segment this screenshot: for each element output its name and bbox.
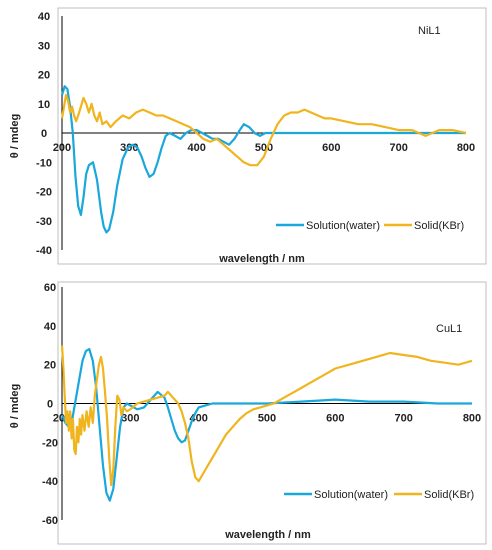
y-tick-label: -10: [36, 157, 52, 169]
y-tick-label: 40: [44, 321, 56, 333]
x-tick-label: 600: [322, 142, 340, 154]
y-tick-labels: 40 30 20 10 0 -10 -20 -30 -40: [36, 11, 52, 257]
legend-label-solid: Solid(KBr): [424, 489, 474, 501]
x-tick-label: 700: [394, 413, 412, 425]
series-line-solid: [60, 345, 473, 487]
x-tick-label: 800: [457, 142, 475, 154]
x-tick-label: 300: [121, 413, 139, 425]
x-tick-label: 700: [389, 142, 407, 154]
y-axis-label: θ / mdeg: [9, 384, 21, 428]
series-line-solution: [60, 348, 472, 502]
y-tick-label: -30: [36, 216, 52, 228]
x-axis-label: wavelength / nm: [224, 529, 311, 541]
series-line-solid: [60, 93, 467, 167]
x-tick-label: 800: [463, 413, 481, 425]
x-tick-label: 500: [255, 142, 273, 154]
legend-label-solution: Solution(water): [314, 489, 388, 501]
y-tick-label: -60: [42, 515, 58, 527]
y-tick-label: -40: [36, 245, 52, 257]
y-tick-label: 20: [38, 70, 50, 82]
y-tick-label: 0: [41, 128, 47, 140]
y-tick-label: 0: [47, 399, 53, 411]
y-tick-label: 60: [44, 282, 56, 294]
legend: Solution(water) Solid(KBr): [284, 489, 474, 501]
y-tick-label: -40: [42, 476, 58, 488]
y-tick-label: 40: [38, 11, 50, 23]
x-tick-labels: 200 300 400 500 600 700 800: [53, 142, 475, 154]
plot-frame: [57, 281, 487, 545]
x-axis-label: wavelength / nm: [218, 253, 305, 265]
y-tick-labels: 60 40 20 0 -20 -40 -60: [42, 282, 58, 527]
y-axis-label: θ / mdeg: [9, 114, 21, 158]
legend-label-solution: Solution(water): [306, 220, 380, 232]
legend: Solution(water) Solid(KBr): [276, 220, 464, 232]
legend-label-solid: Solid(KBr): [414, 220, 464, 232]
y-tick-label: 10: [38, 99, 50, 111]
plot-frame: [57, 7, 487, 265]
x-tick-label: 600: [326, 413, 344, 425]
series-group: [60, 345, 473, 502]
y-tick-label: 20: [44, 360, 56, 372]
series-group: [60, 85, 467, 234]
panel-label: NiL1: [418, 25, 441, 37]
x-tick-label: 500: [258, 413, 276, 425]
panel-label: CuL1: [436, 323, 462, 335]
x-tick-label: 400: [187, 142, 205, 154]
series-line-solution: [60, 85, 466, 234]
y-tick-label: -20: [36, 187, 52, 199]
y-tick-label: -20: [42, 437, 58, 449]
y-tick-label: 30: [38, 40, 50, 52]
